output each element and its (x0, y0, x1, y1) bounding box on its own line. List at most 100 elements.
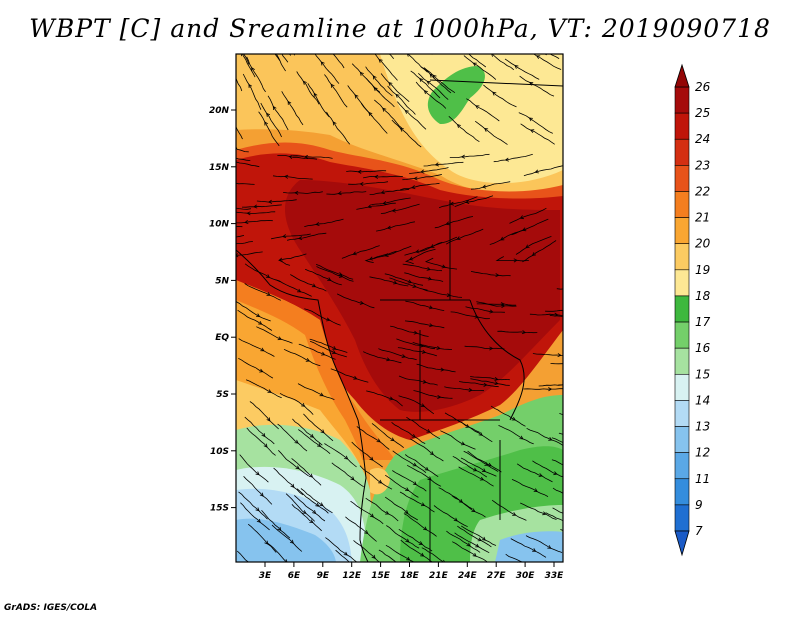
streamline (460, 525, 497, 546)
streamline-arrow (258, 321, 263, 325)
streamline-arrow (326, 317, 331, 322)
streamline (405, 300, 445, 311)
streamline (236, 235, 245, 238)
streamline-arrow (419, 78, 424, 83)
streamline-arrow (261, 433, 266, 438)
streamline-arrow (521, 330, 527, 335)
streamline-arrow (352, 251, 357, 256)
streamline (459, 381, 499, 388)
streamline-arrow (570, 309, 573, 312)
streamline-arrow (504, 157, 509, 162)
streamline (290, 274, 327, 292)
streamline (552, 487, 563, 494)
streamline-arrow (321, 351, 326, 356)
streamline (404, 272, 444, 282)
streamline-arrow (313, 92, 318, 97)
streamline-arrow (415, 249, 420, 254)
streamline (298, 343, 336, 360)
lon-tick-label: 24E (458, 571, 478, 581)
streamline (240, 502, 270, 531)
streamline-arrow (477, 537, 482, 542)
streamline-arrow (301, 402, 306, 407)
streamline (336, 293, 375, 309)
streamline (460, 457, 497, 477)
streamline-arrow (294, 190, 299, 195)
streamline (237, 309, 273, 331)
streamline (291, 504, 322, 532)
streamline (474, 120, 508, 145)
streamline (260, 102, 282, 138)
colorbar-label: 15 (695, 367, 710, 381)
streamline-arrow (582, 538, 586, 541)
streamline-arrow (273, 39, 276, 43)
streamline-arrow (208, 212, 211, 215)
colorbar-segment (674, 347, 690, 375)
streamline (549, 54, 560, 59)
lat-tick-label: 15S (210, 504, 229, 514)
streamline (246, 427, 276, 456)
streamline (324, 74, 348, 108)
streamline-arrow (227, 181, 230, 184)
streamline-arrow (246, 211, 251, 216)
streamline-arrow (382, 107, 387, 112)
streamline (298, 429, 331, 455)
streamline (238, 491, 268, 520)
streamline (550, 363, 563, 365)
streamline-arrow (436, 346, 441, 350)
lon-tick-label: 27E (487, 571, 507, 581)
colorbar-segment (674, 217, 690, 245)
streamline (404, 454, 439, 478)
longitude-ticks: 3E 6E 9E 12E 15E 18E 21E 24E 27E 30E 33E (259, 562, 564, 581)
colorbar-segment (674, 321, 690, 349)
streamline-arrow (471, 508, 476, 513)
streamline-arrow (548, 387, 553, 392)
streamline-arrow (327, 277, 332, 281)
streamline-arrow (554, 312, 559, 317)
streamline-arrow (277, 336, 282, 341)
streamline (454, 195, 494, 207)
streamline (273, 467, 304, 496)
streamline-arrow (319, 502, 324, 507)
streamline-arrow (264, 540, 269, 545)
streamline (406, 464, 442, 487)
colorbar-segment (674, 400, 690, 427)
streamline (236, 125, 243, 140)
streamline-arrow (511, 416, 516, 421)
streamline-arrow (251, 66, 255, 72)
lon-tick-label: 18E (400, 571, 420, 581)
streamline-arrow (542, 511, 547, 516)
streamline (385, 544, 415, 562)
streamline-arrow (440, 367, 445, 372)
streamline (243, 54, 250, 65)
streamline-arrow (443, 559, 445, 562)
streamline-arrow (489, 346, 494, 351)
coastline-borders (236, 79, 563, 562)
streamline (438, 196, 478, 209)
streamline-arrow (338, 272, 343, 277)
streamline (532, 460, 563, 478)
colorbar-label: 9 (695, 498, 703, 512)
streamline (560, 529, 563, 531)
streamline-arrow (548, 436, 553, 441)
streamline (490, 405, 526, 427)
streamline-arrow (316, 443, 322, 447)
streamline-arrow (406, 556, 411, 561)
streamline (452, 541, 488, 562)
streamline-arrow (309, 433, 315, 438)
streamline (292, 418, 323, 446)
streamline (365, 66, 393, 97)
streamline-arrow (241, 54, 245, 57)
streamline-arrow (282, 234, 287, 239)
colorbar-label: 20 (695, 237, 711, 251)
streamline-arrow (266, 292, 271, 296)
streamline (410, 70, 441, 99)
streamline-arrow (463, 50, 467, 53)
streamline (483, 84, 517, 108)
streamline-arrow (223, 155, 226, 158)
streamline (285, 493, 315, 522)
lon-tick-label: 30E (516, 571, 536, 581)
streamline-arrow (312, 509, 317, 514)
streamline-arrow (354, 94, 359, 99)
streamline-arrow (547, 545, 552, 549)
streamline (392, 450, 427, 474)
